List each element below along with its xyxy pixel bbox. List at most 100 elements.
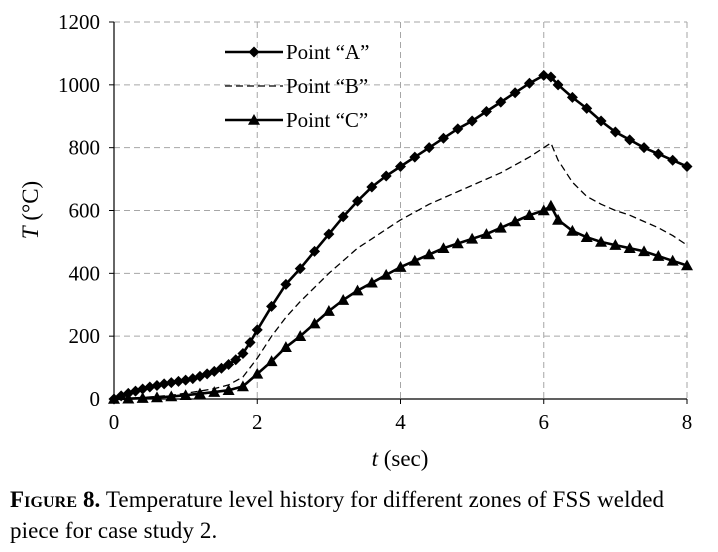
- data-point-3: [165, 390, 178, 402]
- y-axis-title: T (°C): [18, 181, 43, 239]
- figure-caption-text: Temperature level history for different …: [10, 487, 665, 543]
- data-point-3: [494, 221, 507, 233]
- legend-marker: [248, 114, 260, 125]
- y-tick-label: 1200: [58, 10, 100, 34]
- data-point-1: [667, 154, 679, 166]
- data-point-3: [537, 204, 550, 216]
- data-point-3: [609, 239, 622, 250]
- data-point-1: [466, 115, 478, 127]
- data-point-1: [158, 378, 170, 390]
- data-point-3: [509, 215, 522, 227]
- figure-caption-label: Figure 8.: [10, 487, 101, 512]
- data-point-3: [638, 245, 651, 257]
- data-point-3: [365, 276, 378, 288]
- series-line-2: [113, 142, 688, 400]
- data-point-3: [337, 294, 350, 305]
- data-point-3: [437, 242, 450, 253]
- data-point-1: [237, 347, 249, 359]
- data-point-1: [545, 71, 557, 83]
- data-point-3: [394, 261, 407, 272]
- data-point-3: [681, 259, 693, 271]
- y-tick-label: 0: [90, 387, 101, 411]
- data-point-1: [151, 379, 163, 391]
- data-point-3: [580, 231, 593, 243]
- legend-label: Point “A”: [286, 40, 369, 64]
- data-point-3: [523, 209, 536, 221]
- data-point-1: [251, 324, 263, 336]
- data-series: [108, 69, 693, 405]
- data-point-3: [136, 392, 149, 403]
- data-point-1: [437, 132, 449, 144]
- data-point-3: [279, 341, 292, 352]
- x-tick-label: 0: [109, 410, 120, 434]
- data-point-1: [566, 91, 578, 103]
- legend-label: Point “B”: [286, 74, 368, 98]
- data-point-3: [666, 254, 679, 266]
- data-point-1: [323, 228, 335, 240]
- data-point-1: [180, 374, 192, 386]
- data-point-1: [581, 102, 593, 114]
- y-tick-label: 400: [69, 261, 101, 285]
- legend-label: Point “C”: [286, 108, 368, 132]
- data-point-1: [244, 336, 256, 348]
- data-point-1: [409, 151, 421, 163]
- data-point-1: [223, 358, 235, 370]
- series-3: [108, 199, 693, 404]
- data-point-3: [251, 367, 264, 379]
- data-point-1: [609, 126, 621, 138]
- x-tick-label: 2: [252, 410, 263, 434]
- data-point-1: [266, 300, 278, 312]
- data-point-3: [308, 317, 321, 329]
- data-point-1: [652, 148, 664, 160]
- data-point-3: [380, 268, 393, 280]
- data-point-3: [294, 330, 307, 341]
- data-point-1: [309, 245, 321, 257]
- data-point-3: [544, 199, 557, 211]
- data-point-1: [380, 170, 392, 182]
- data-point-1: [352, 195, 364, 207]
- data-point-3: [466, 232, 479, 244]
- data-point-1: [480, 106, 492, 118]
- data-point-1: [452, 123, 464, 135]
- data-point-1: [230, 354, 242, 366]
- x-tick-label: 8: [682, 410, 693, 434]
- x-tick-label: 4: [395, 410, 406, 434]
- data-point-3: [595, 235, 608, 247]
- data-point-1: [366, 181, 378, 193]
- data-point-1: [337, 211, 349, 223]
- data-point-1: [144, 381, 156, 393]
- grid-lines: [114, 21, 688, 399]
- data-point-1: [294, 263, 306, 275]
- data-point-3: [652, 250, 665, 261]
- data-point-1: [595, 115, 607, 127]
- data-point-1: [395, 161, 406, 173]
- data-point-3: [193, 387, 206, 399]
- data-point-1: [495, 96, 507, 108]
- data-point-3: [623, 242, 636, 253]
- data-point-3: [566, 224, 579, 236]
- data-point-3: [108, 393, 120, 404]
- data-point-3: [122, 392, 135, 404]
- data-point-3: [222, 384, 235, 396]
- data-point-3: [322, 305, 335, 316]
- y-tick-label: 800: [69, 136, 101, 160]
- data-point-3: [236, 380, 249, 392]
- data-point-1: [172, 375, 184, 387]
- data-point-3: [408, 254, 421, 266]
- data-point-3: [208, 386, 221, 397]
- data-point-3: [423, 248, 436, 260]
- data-point-1: [523, 77, 535, 89]
- data-point-1: [538, 69, 550, 81]
- data-point-1: [681, 161, 693, 173]
- y-tick-label: 1000: [58, 73, 100, 97]
- temperature-history-chart: 0 200 400 600 800 1000 1200 0 2 4 6 8 T (°C) t (sec…: [18, 10, 693, 471]
- x-tick-label: 6: [539, 410, 550, 434]
- tick-labels: 0 200 400 600 800 1000 1200 0 2 4 6 8: [58, 10, 692, 434]
- data-point-3: [351, 284, 364, 296]
- data-point-3: [480, 228, 493, 239]
- figure-caption: Figure 8. Temperature level history for …: [10, 484, 710, 546]
- data-point-3: [451, 237, 464, 249]
- x-axis-title: t (sec): [372, 446, 429, 471]
- data-point-1: [423, 142, 435, 154]
- data-point-3: [150, 391, 163, 403]
